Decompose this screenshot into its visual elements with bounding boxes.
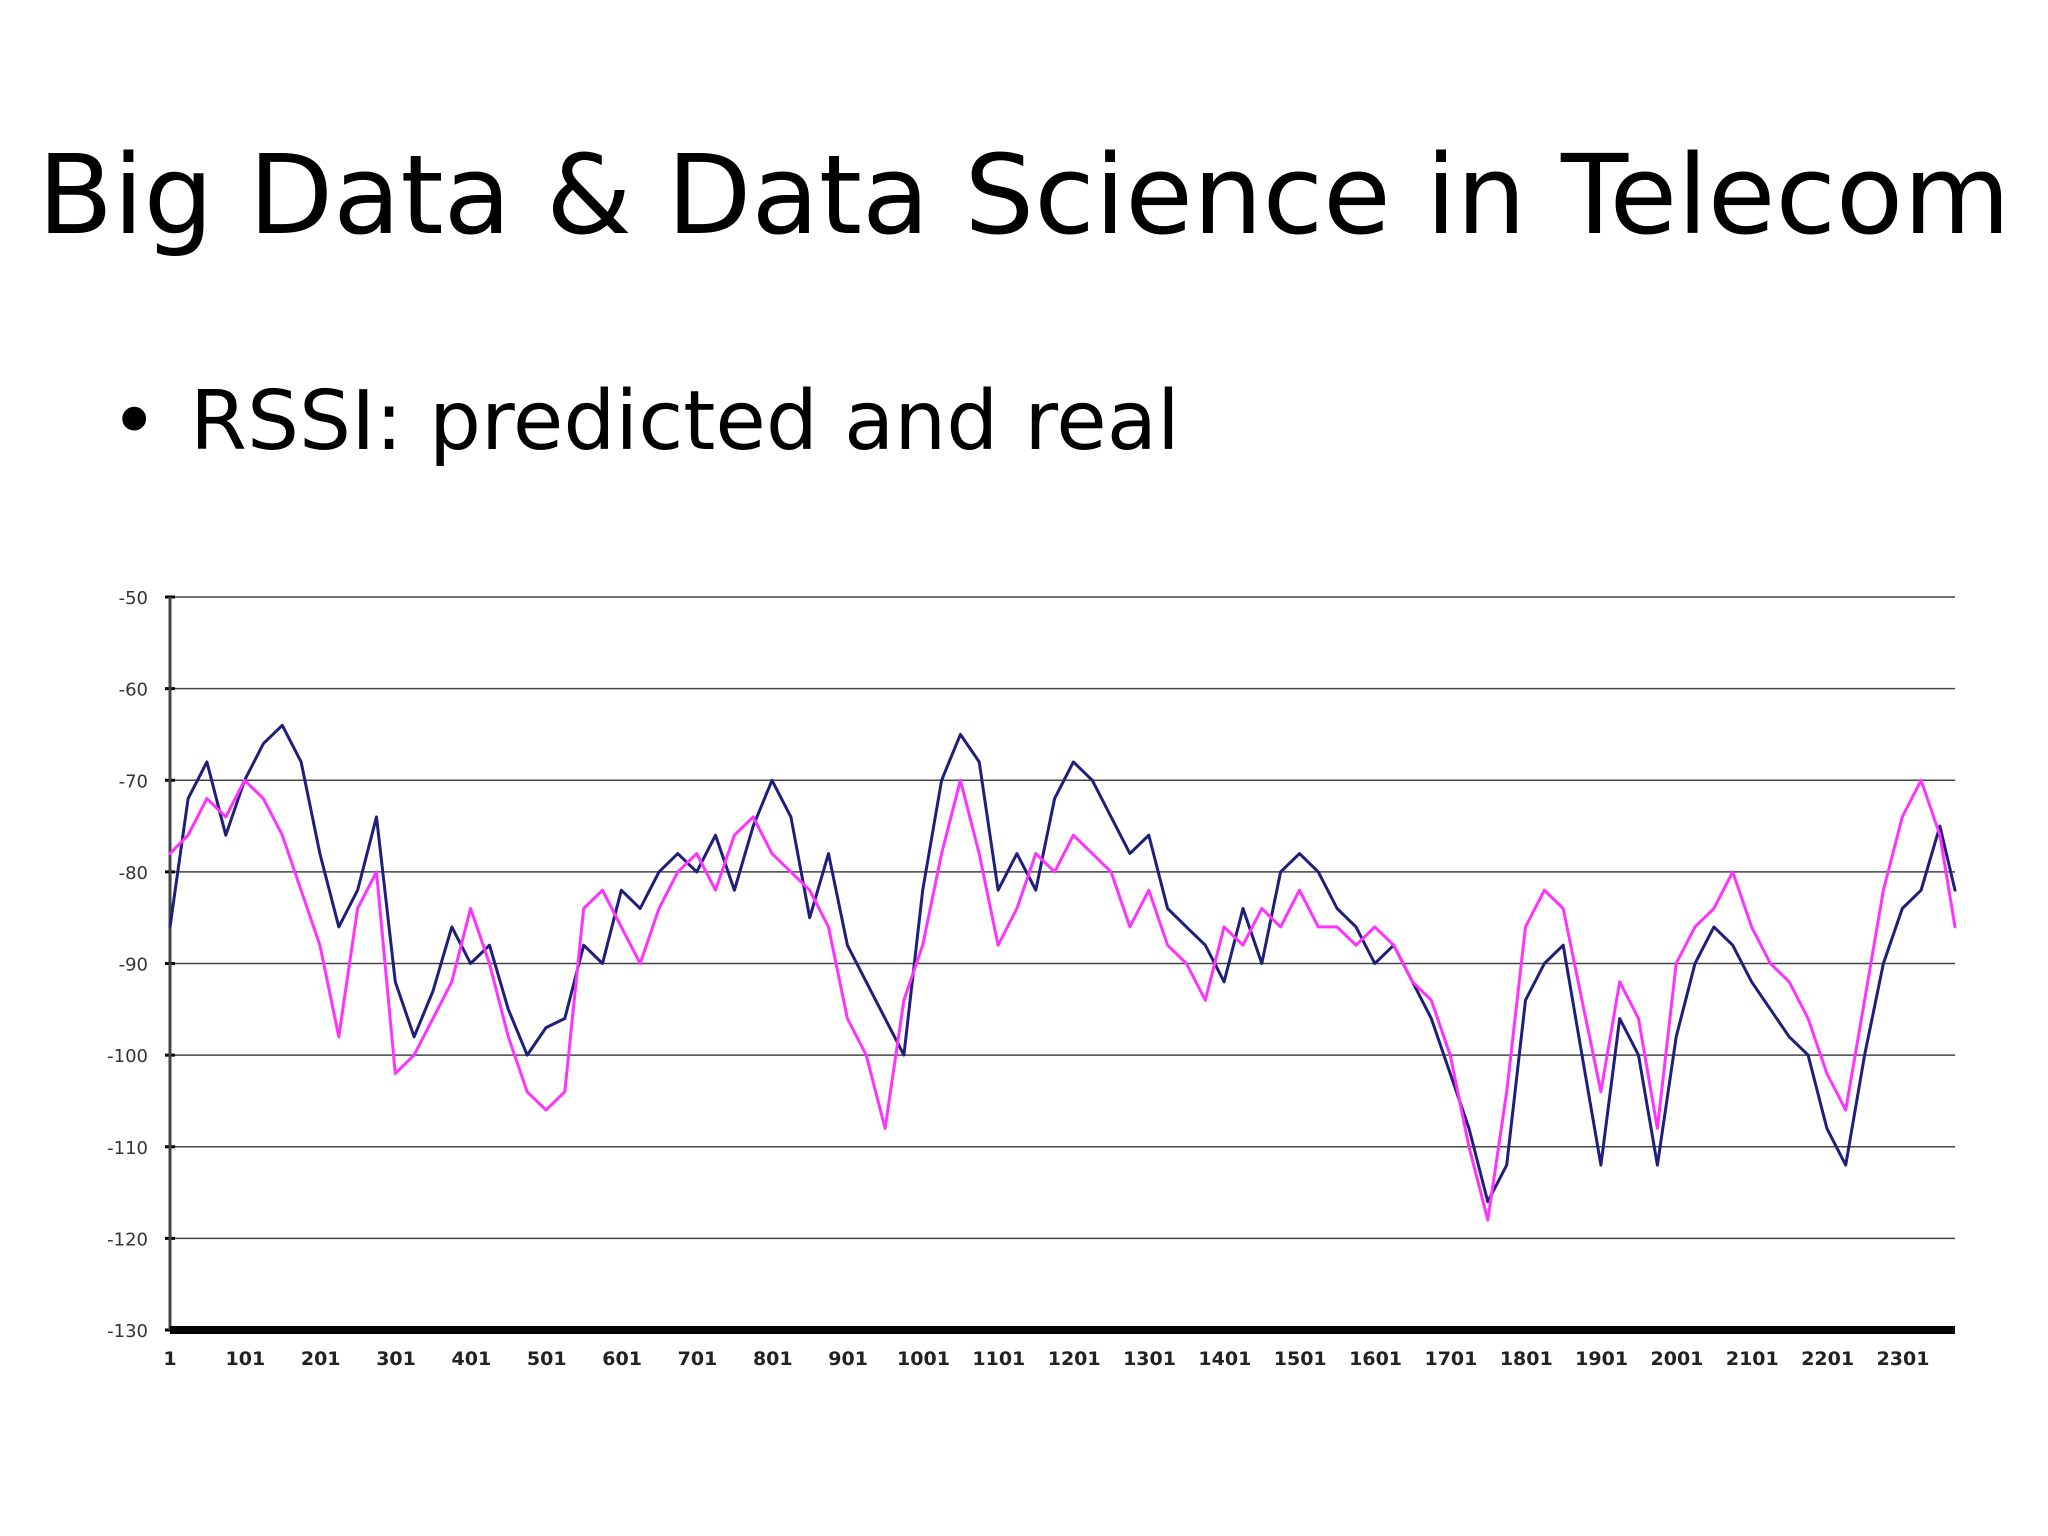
x-tick-label: 2301 (1877, 1348, 1930, 1370)
y-tick-label: -60 (119, 680, 148, 701)
x-tick-label: 101 (226, 1348, 266, 1370)
y-tick-label: -90 (119, 955, 148, 976)
y-tick-label: -80 (119, 863, 148, 884)
x-tick-label: 1 (163, 1348, 176, 1370)
x-tick-label: 1201 (1048, 1348, 1101, 1370)
x-tick-label: 1301 (1123, 1348, 1176, 1370)
bullet-marker: • (110, 374, 159, 469)
x-tick-label: 1901 (1575, 1348, 1628, 1370)
y-tick-label: -50 (119, 588, 148, 609)
slide-title: Big Data & Data Science in Telecom (37, 131, 2011, 259)
bullet-text: RSSI: predicted and real (190, 374, 1180, 469)
rssi-line-chart: -50-60-70-80-90-100-110-120-1301 101 201 30… (107, 588, 1957, 1370)
series-line-navy (168, 723, 1957, 1204)
y-tick-label: -130 (107, 1321, 148, 1342)
x-tick-label: 1401 (1198, 1348, 1251, 1370)
x-tick-label: 1601 (1349, 1348, 1402, 1370)
y-tick-label: -110 (107, 1138, 148, 1159)
x-tick-label: 601 (602, 1348, 642, 1370)
x-tick-label: 201 (301, 1348, 341, 1370)
x-tick-label: 301 (376, 1348, 416, 1370)
x-tick-label: 801 (753, 1348, 793, 1370)
x-tick-label: 1801 (1500, 1348, 1553, 1370)
x-tick-label: 401 (452, 1348, 492, 1370)
x-tick-label: 2201 (1801, 1348, 1854, 1370)
x-tick-label: 701 (678, 1348, 718, 1370)
y-tick-label: -70 (119, 771, 148, 792)
x-tick-label: 901 (828, 1348, 868, 1370)
series-line-magenta (168, 778, 1957, 1222)
y-tick-label: -100 (107, 1046, 148, 1067)
x-tick-label: 2001 (1651, 1348, 1704, 1370)
x-tick-label: 1001 (897, 1348, 950, 1370)
x-tick-label: 2101 (1726, 1348, 1779, 1370)
x-tick-label: 1701 (1424, 1348, 1477, 1370)
x-tick-label: 1101 (972, 1348, 1025, 1370)
y-tick-label: -120 (107, 1229, 148, 1250)
x-tick-label: 501 (527, 1348, 567, 1370)
rssi-chart-container: -50 -60 -70 -80 -90 -100 -110 -120 -130 1 101 201 30… (0, 560, 2048, 1420)
x-tick-label: 1501 (1274, 1348, 1327, 1370)
bullet-item: • RSSI: predicted and real (110, 372, 1180, 472)
